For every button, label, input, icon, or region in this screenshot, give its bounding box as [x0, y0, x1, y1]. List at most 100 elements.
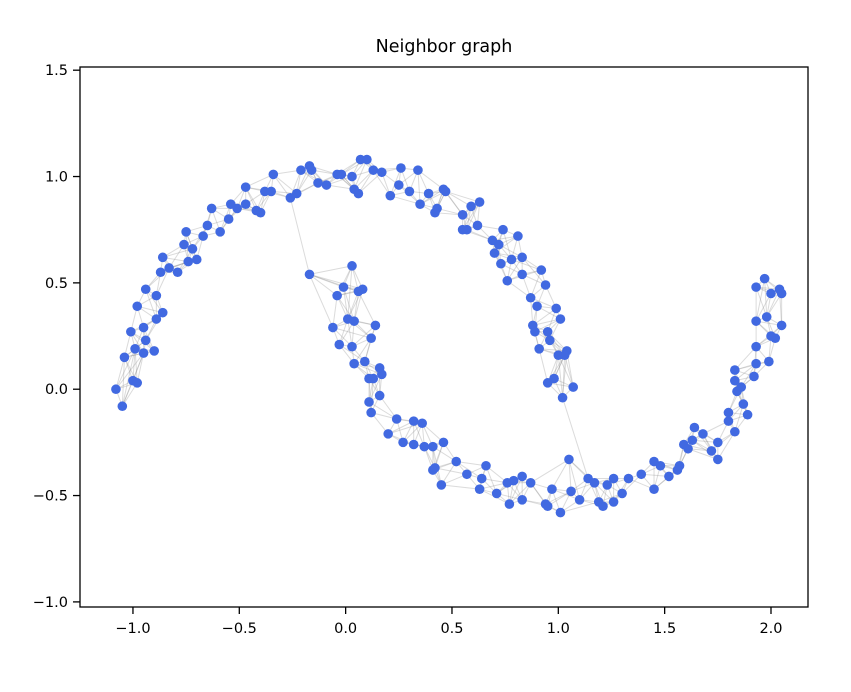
data-point	[364, 397, 374, 407]
data-point	[359, 356, 370, 367]
data-point	[623, 473, 634, 484]
neighbor-edge	[115, 348, 136, 390]
chart-title: Neighbor graph	[376, 37, 513, 57]
data-point	[472, 220, 483, 231]
y-tick-label: −1.0	[33, 595, 68, 611]
data-point	[532, 301, 542, 312]
data-point	[617, 488, 627, 499]
neighbor-edge	[434, 467, 467, 475]
data-point	[413, 165, 423, 175]
data-point	[574, 495, 585, 505]
x-tick-label: −0.5	[222, 621, 257, 637]
data-point	[368, 165, 379, 175]
data-point	[157, 252, 168, 263]
neighbor-edge	[538, 348, 549, 383]
data-point	[457, 210, 468, 220]
data-point	[191, 254, 202, 265]
neighbor-edge	[755, 293, 772, 322]
data-point	[111, 384, 121, 395]
neighbor-edge	[717, 431, 736, 460]
neighbor-edge	[521, 257, 546, 286]
data-point	[451, 456, 462, 467]
data-point	[555, 507, 566, 518]
neighbor-edge	[343, 287, 349, 320]
data-point	[542, 326, 553, 337]
neighbor-edge	[136, 352, 145, 383]
neighbor-edge	[557, 355, 564, 398]
data-point	[430, 207, 440, 218]
data-point	[347, 341, 357, 352]
neighbor-edge-long	[289, 197, 310, 275]
data-point	[713, 437, 723, 448]
data-point	[394, 180, 404, 190]
data-point	[536, 265, 547, 275]
data-point	[349, 184, 359, 195]
data-point	[332, 169, 342, 180]
x-tick-label: 1.5	[653, 621, 676, 637]
data-point	[183, 256, 194, 267]
data-point	[549, 373, 559, 384]
data-point	[751, 282, 761, 292]
data-point	[328, 322, 338, 333]
data-point	[506, 254, 517, 265]
data-point	[602, 480, 613, 490]
neighbor-edge	[692, 439, 719, 460]
data-point	[398, 437, 408, 448]
data-point	[187, 244, 198, 254]
data-point	[547, 484, 557, 494]
axis-ticks	[73, 69, 772, 614]
data-point	[151, 314, 162, 324]
data-point	[527, 320, 538, 331]
neighbor-edge	[462, 201, 481, 230]
data-point	[349, 358, 359, 369]
neighbor-edge	[568, 459, 572, 492]
y-tick-label: 1.5	[45, 63, 68, 79]
data-point	[738, 399, 749, 409]
neighbor-edge	[532, 307, 557, 326]
data-point	[764, 356, 774, 367]
neighbor-edge	[445, 190, 472, 207]
data-point	[749, 371, 759, 382]
data-point	[534, 344, 544, 354]
data-point	[436, 480, 447, 490]
data-point	[417, 418, 428, 429]
data-point	[349, 316, 359, 326]
neighbor-edge	[755, 286, 768, 318]
data-point	[649, 456, 659, 467]
neighbor-edge	[245, 173, 274, 188]
data-point	[408, 416, 419, 426]
neighbor-edge	[353, 337, 372, 364]
data-point	[751, 358, 761, 369]
axis-tick-labels: −1.0 −0.5 0.0 0.5 1.0 1.5 2.0 1.5 1.0 0.5 0.0 −0.5 −…	[33, 63, 783, 637]
edges-layer	[115, 159, 783, 514]
data-point	[438, 184, 449, 195]
data-point	[706, 446, 717, 456]
data-point	[540, 499, 551, 509]
data-point	[202, 220, 213, 231]
data-point	[119, 352, 130, 363]
data-point	[130, 344, 140, 354]
neighbor-edge	[162, 248, 193, 258]
neighbor-edge	[353, 159, 368, 190]
data-point	[508, 475, 519, 486]
data-point	[206, 203, 217, 214]
data-point	[304, 161, 315, 171]
data-point	[474, 197, 485, 207]
neighbor-edge	[155, 267, 170, 296]
data-point	[353, 286, 364, 297]
data-point	[517, 269, 527, 280]
data-point	[687, 435, 698, 446]
data-point	[334, 339, 345, 350]
data-point	[362, 154, 372, 165]
neighbor-edge	[368, 374, 383, 403]
data-point	[551, 303, 561, 314]
data-point	[476, 473, 487, 484]
data-point	[462, 469, 472, 480]
data-point	[151, 290, 162, 301]
data-point	[761, 312, 772, 322]
neighbor-edge	[511, 259, 542, 271]
neighbor-edge	[372, 169, 391, 196]
neighbor-edge	[734, 403, 744, 432]
neighbor-edge	[353, 363, 382, 375]
